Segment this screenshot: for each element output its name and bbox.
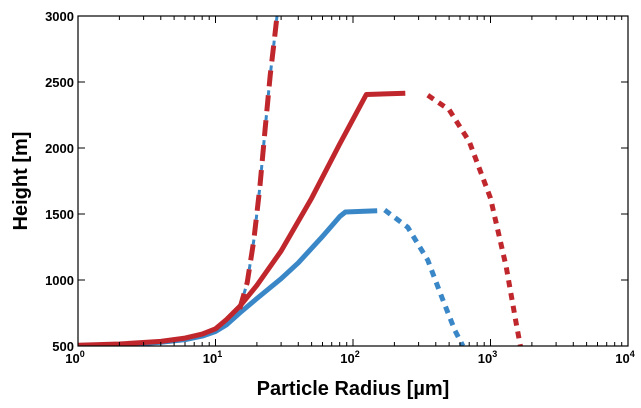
plot-frame (77, 15, 629, 347)
x-tick-label-3: 103 (478, 349, 497, 366)
y-tick-label-5: 3000 (45, 9, 74, 24)
y-tick-label-2: 1500 (45, 207, 74, 222)
series-line-3 (426, 93, 523, 346)
x-axis-label: Particle Radius [µm] (257, 378, 450, 400)
x-tick-label-1: 101 (203, 349, 222, 366)
axis-ticks: 100 101 102 103 104 500 1000 1500 2000 2500 3000 (45, 9, 635, 366)
chart-marks (78, 16, 523, 346)
y-tick-label-3: 2000 (45, 141, 74, 156)
series-line-4 (237, 16, 280, 310)
y-tick-label-0: 500 (52, 339, 74, 354)
x-tick-label-0: 100 (65, 349, 84, 366)
y-tick-label-1: 1000 (45, 273, 74, 288)
x-tick-label-4: 104 (615, 349, 634, 366)
series-line-2 (78, 90, 406, 346)
series-line-1 (383, 207, 466, 346)
y-axis-label: Height [m] (10, 132, 32, 231)
series-line-0 (78, 208, 378, 346)
series-line-5 (238, 16, 279, 310)
x-tick-label-2: 102 (340, 349, 359, 366)
y-tick-label-4: 2500 (45, 75, 74, 90)
